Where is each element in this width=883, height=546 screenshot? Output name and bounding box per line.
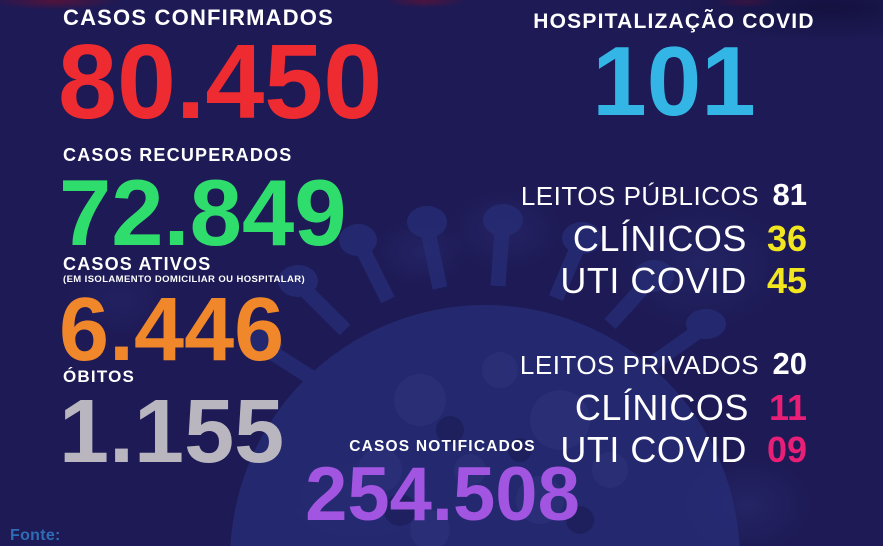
- public-clinical-beds-value: 36: [766, 218, 807, 259]
- active-cases-sublabel: (EM ISOLAMENTO DOMICILIAR OU HOSPITALAR): [63, 273, 306, 285]
- public-beds-total: 81: [772, 177, 807, 212]
- stat-notified-cases: CASOS NOTIFICADOS 254.508: [300, 438, 585, 538]
- active-cases-value: 6.446: [59, 280, 285, 381]
- public-icu-beds-label: UTI COVID: [560, 259, 747, 301]
- private-clinical-beds-value: 11: [768, 387, 807, 428]
- private-icu-beds-row: UTI COVID 09: [520, 429, 807, 471]
- deaths-value: 1.155: [59, 381, 285, 482]
- private-beds-section: LEITOS PRIVADOS 20 CLÍNICOS 11 UTI COVID…: [520, 348, 807, 471]
- hospitalization-label: HOSPITALIZAÇÃO COVID: [533, 10, 815, 33]
- stat-active-cases: CASOS ATIVOS (EM ISOLAMENTO DOMICILIAR O…: [59, 254, 306, 375]
- confirmed-cases-value: 80.450: [58, 23, 383, 142]
- public-icu-beds-row: UTI COVID 45: [521, 260, 807, 302]
- public-icu-beds-value: 45: [766, 259, 807, 301]
- hospitalization-value: 101: [592, 26, 756, 137]
- source-label: Fonte:: [10, 527, 61, 544]
- confirmed-cases-label: CASOS CONFIRMADOS: [63, 5, 334, 30]
- stat-hospitalization: HOSPITALIZAÇÃO COVID 101: [528, 10, 820, 137]
- deaths-label: ÓBITOS: [63, 367, 136, 386]
- recovered-cases-value: 72.849: [59, 159, 347, 265]
- public-beds-section: LEITOS PÚBLICOS 81 CLÍNICOS 36 UTI COVID…: [521, 179, 807, 302]
- private-beds-total: 20: [772, 346, 807, 381]
- private-clinical-beds-label: CLÍNICOS: [574, 387, 749, 428]
- recovered-cases-label: CASOS RECUPERADOS: [63, 145, 293, 165]
- stat-confirmed-cases: CASOS CONFIRMADOS 80.450: [58, 5, 382, 135]
- private-beds-label: LEITOS PRIVADOS: [519, 350, 760, 380]
- private-icu-beds-value: 09: [766, 428, 807, 470]
- private-beds-header: LEITOS PRIVADOS 20: [520, 348, 807, 379]
- stat-deaths: ÓBITOS 1.155: [59, 367, 284, 476]
- active-cases-label: CASOS ATIVOS: [63, 254, 212, 274]
- private-icu-beds-label: UTI COVID: [560, 428, 747, 470]
- notified-cases-value: 254.508: [305, 452, 580, 538]
- stat-recovered-cases: CASOS RECUPERADOS 72.849: [59, 145, 347, 259]
- notified-cases-label: CASOS NOTIFICADOS: [349, 438, 536, 455]
- public-beds-header: LEITOS PÚBLICOS 81: [521, 179, 807, 210]
- public-beds-label: LEITOS PÚBLICOS: [520, 181, 760, 211]
- public-clinical-beds-label: CLÍNICOS: [572, 218, 747, 259]
- public-clinical-beds-row: CLÍNICOS 36: [521, 218, 807, 260]
- private-clinical-beds-row: CLÍNICOS 11: [520, 387, 807, 429]
